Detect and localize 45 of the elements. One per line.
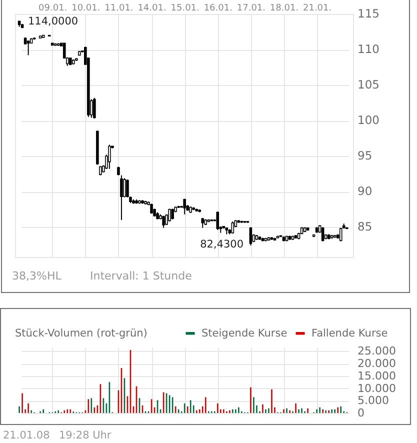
- candlestick: [108, 144, 111, 170]
- x-tick-label: 21.01.: [302, 4, 332, 14]
- y-tick-label: 15.000: [358, 369, 396, 382]
- candlestick: [183, 198, 186, 215]
- text: 21.01.08: [3, 430, 50, 442]
- y-tick-label: 90: [358, 184, 372, 198]
- candlestick: [26, 40, 30, 56]
- candlestick: [120, 174, 123, 221]
- x-tick-label: 17.01.: [236, 4, 266, 14]
- candlestick: [123, 178, 126, 198]
- candlestick: [171, 208, 174, 220]
- x-tick-label: 18.01.: [270, 4, 299, 14]
- candlestick: [99, 166, 102, 176]
- candlestick: [168, 208, 171, 222]
- annotation: 114,0000: [28, 15, 78, 28]
- y-tick-label: 105: [358, 78, 380, 92]
- text: 38,3%HL: [12, 270, 62, 282]
- candlestick: [339, 227, 342, 242]
- legend-label: Fallende Kurse: [312, 327, 388, 340]
- legend-label: Steigende Kurse: [202, 327, 288, 340]
- candlestick: [321, 226, 324, 242]
- x-tick-label: 09.01.: [38, 4, 68, 14]
- text: 19:28 Uhr: [59, 430, 112, 442]
- y-tick-label: 85: [358, 220, 372, 234]
- y-tick-label: 25.000: [358, 344, 396, 358]
- text: Intervall: 1 Stunde: [90, 270, 192, 282]
- y-tick-label: 5.000: [358, 394, 389, 408]
- y-tick-label: 115: [358, 6, 380, 20]
- candlestick: [93, 97, 96, 119]
- y-tick-label: 20.000: [358, 357, 396, 370]
- chart-title: Stück-Volumen (rot-grün): [15, 328, 148, 340]
- x-tick-label: 16.01.: [204, 4, 232, 14]
- annotation: 82,4300: [200, 238, 244, 252]
- x-tick-label: 14.01.: [138, 4, 166, 14]
- x-tick-label: 15.01.: [170, 4, 200, 14]
- y-tick-label: 110: [358, 42, 380, 56]
- x-tick-label: 10.01.: [72, 4, 100, 14]
- candlestick: [216, 211, 220, 230]
- candlestick: [249, 226, 252, 246]
- candlestick: [162, 215, 165, 228]
- y-tick-label: 95: [358, 148, 372, 163]
- y-tick-label: 100: [358, 113, 380, 128]
- y-tick-label: 0: [358, 406, 364, 420]
- y-tick-label: 10.000: [358, 382, 396, 395]
- x-tick-label: 11.01.: [104, 4, 134, 14]
